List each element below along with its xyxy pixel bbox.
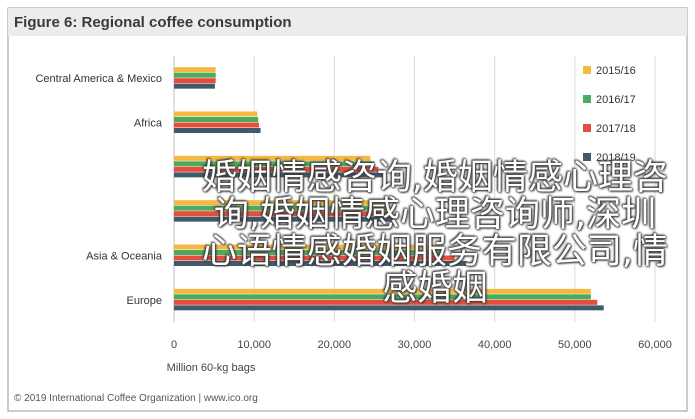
bar (174, 288, 591, 294)
bar (174, 122, 259, 128)
bar (174, 161, 375, 167)
legend-label: 2017/18 (596, 123, 636, 135)
title-band (8, 8, 687, 36)
bars (174, 67, 604, 311)
bar (174, 299, 598, 305)
bar (174, 294, 591, 300)
bar (174, 244, 439, 250)
bar (174, 72, 216, 78)
bar (174, 205, 389, 211)
x-tick-label: 0 (171, 339, 177, 351)
x-tick-label: 20,000 (318, 339, 352, 351)
bar (174, 111, 258, 117)
bar (174, 261, 467, 266)
x-tick-label: 50,000 (558, 339, 592, 351)
bar (174, 117, 259, 122)
bar (174, 305, 604, 311)
copyright-note: © 2019 International Coffee Organization… (14, 393, 258, 404)
x-tick-label: 40,000 (478, 339, 512, 351)
bar (174, 78, 216, 84)
bar (174, 128, 261, 133)
category-label: Europe (127, 295, 162, 307)
overlay-text: 婚姻情感咨询,婚姻情感心理咨询,婚姻情感心理咨询师,深圳心语情感婚姻服务有限公司… (201, 158, 669, 309)
legend-label: 2015/16 (596, 65, 636, 77)
bar (174, 250, 443, 255)
x-tick-label: 10,000 (237, 339, 271, 351)
bar (174, 67, 216, 73)
grid-lines (173, 56, 656, 322)
legend-label: 2016/17 (596, 94, 636, 106)
bar (174, 255, 455, 261)
legend-swatch (583, 95, 591, 103)
bar (174, 155, 371, 161)
x-tick-labels: 0 10,000 20,000 30,000 40,000 50,000 60,000 (171, 339, 672, 351)
bar (174, 172, 383, 178)
legend: 2015/16 2016/17 2017/18 2018/19 (583, 65, 636, 164)
legend-swatch (583, 153, 591, 161)
bar (174, 83, 215, 89)
x-axis-label: Million 60-kg bags (167, 362, 256, 374)
category-label: Asia & Oceania (86, 251, 163, 263)
category-label: Central America & Mexico (35, 73, 162, 85)
bar (174, 200, 387, 206)
chart-title: Figure 6: Regional coffee consumption (14, 14, 292, 31)
x-tick-label: 60,000 (638, 339, 672, 351)
legend-swatch (583, 66, 591, 74)
category-label: Africa (134, 118, 163, 130)
legend-swatch (583, 124, 591, 132)
category-labels: Central America & Mexico Africa Asia & Oce… (35, 73, 162, 307)
bar (174, 166, 379, 172)
bar (174, 216, 395, 222)
legend-label: 2018/19 (596, 152, 636, 164)
x-tick-label: 30,000 (398, 339, 432, 351)
bar (174, 211, 391, 217)
